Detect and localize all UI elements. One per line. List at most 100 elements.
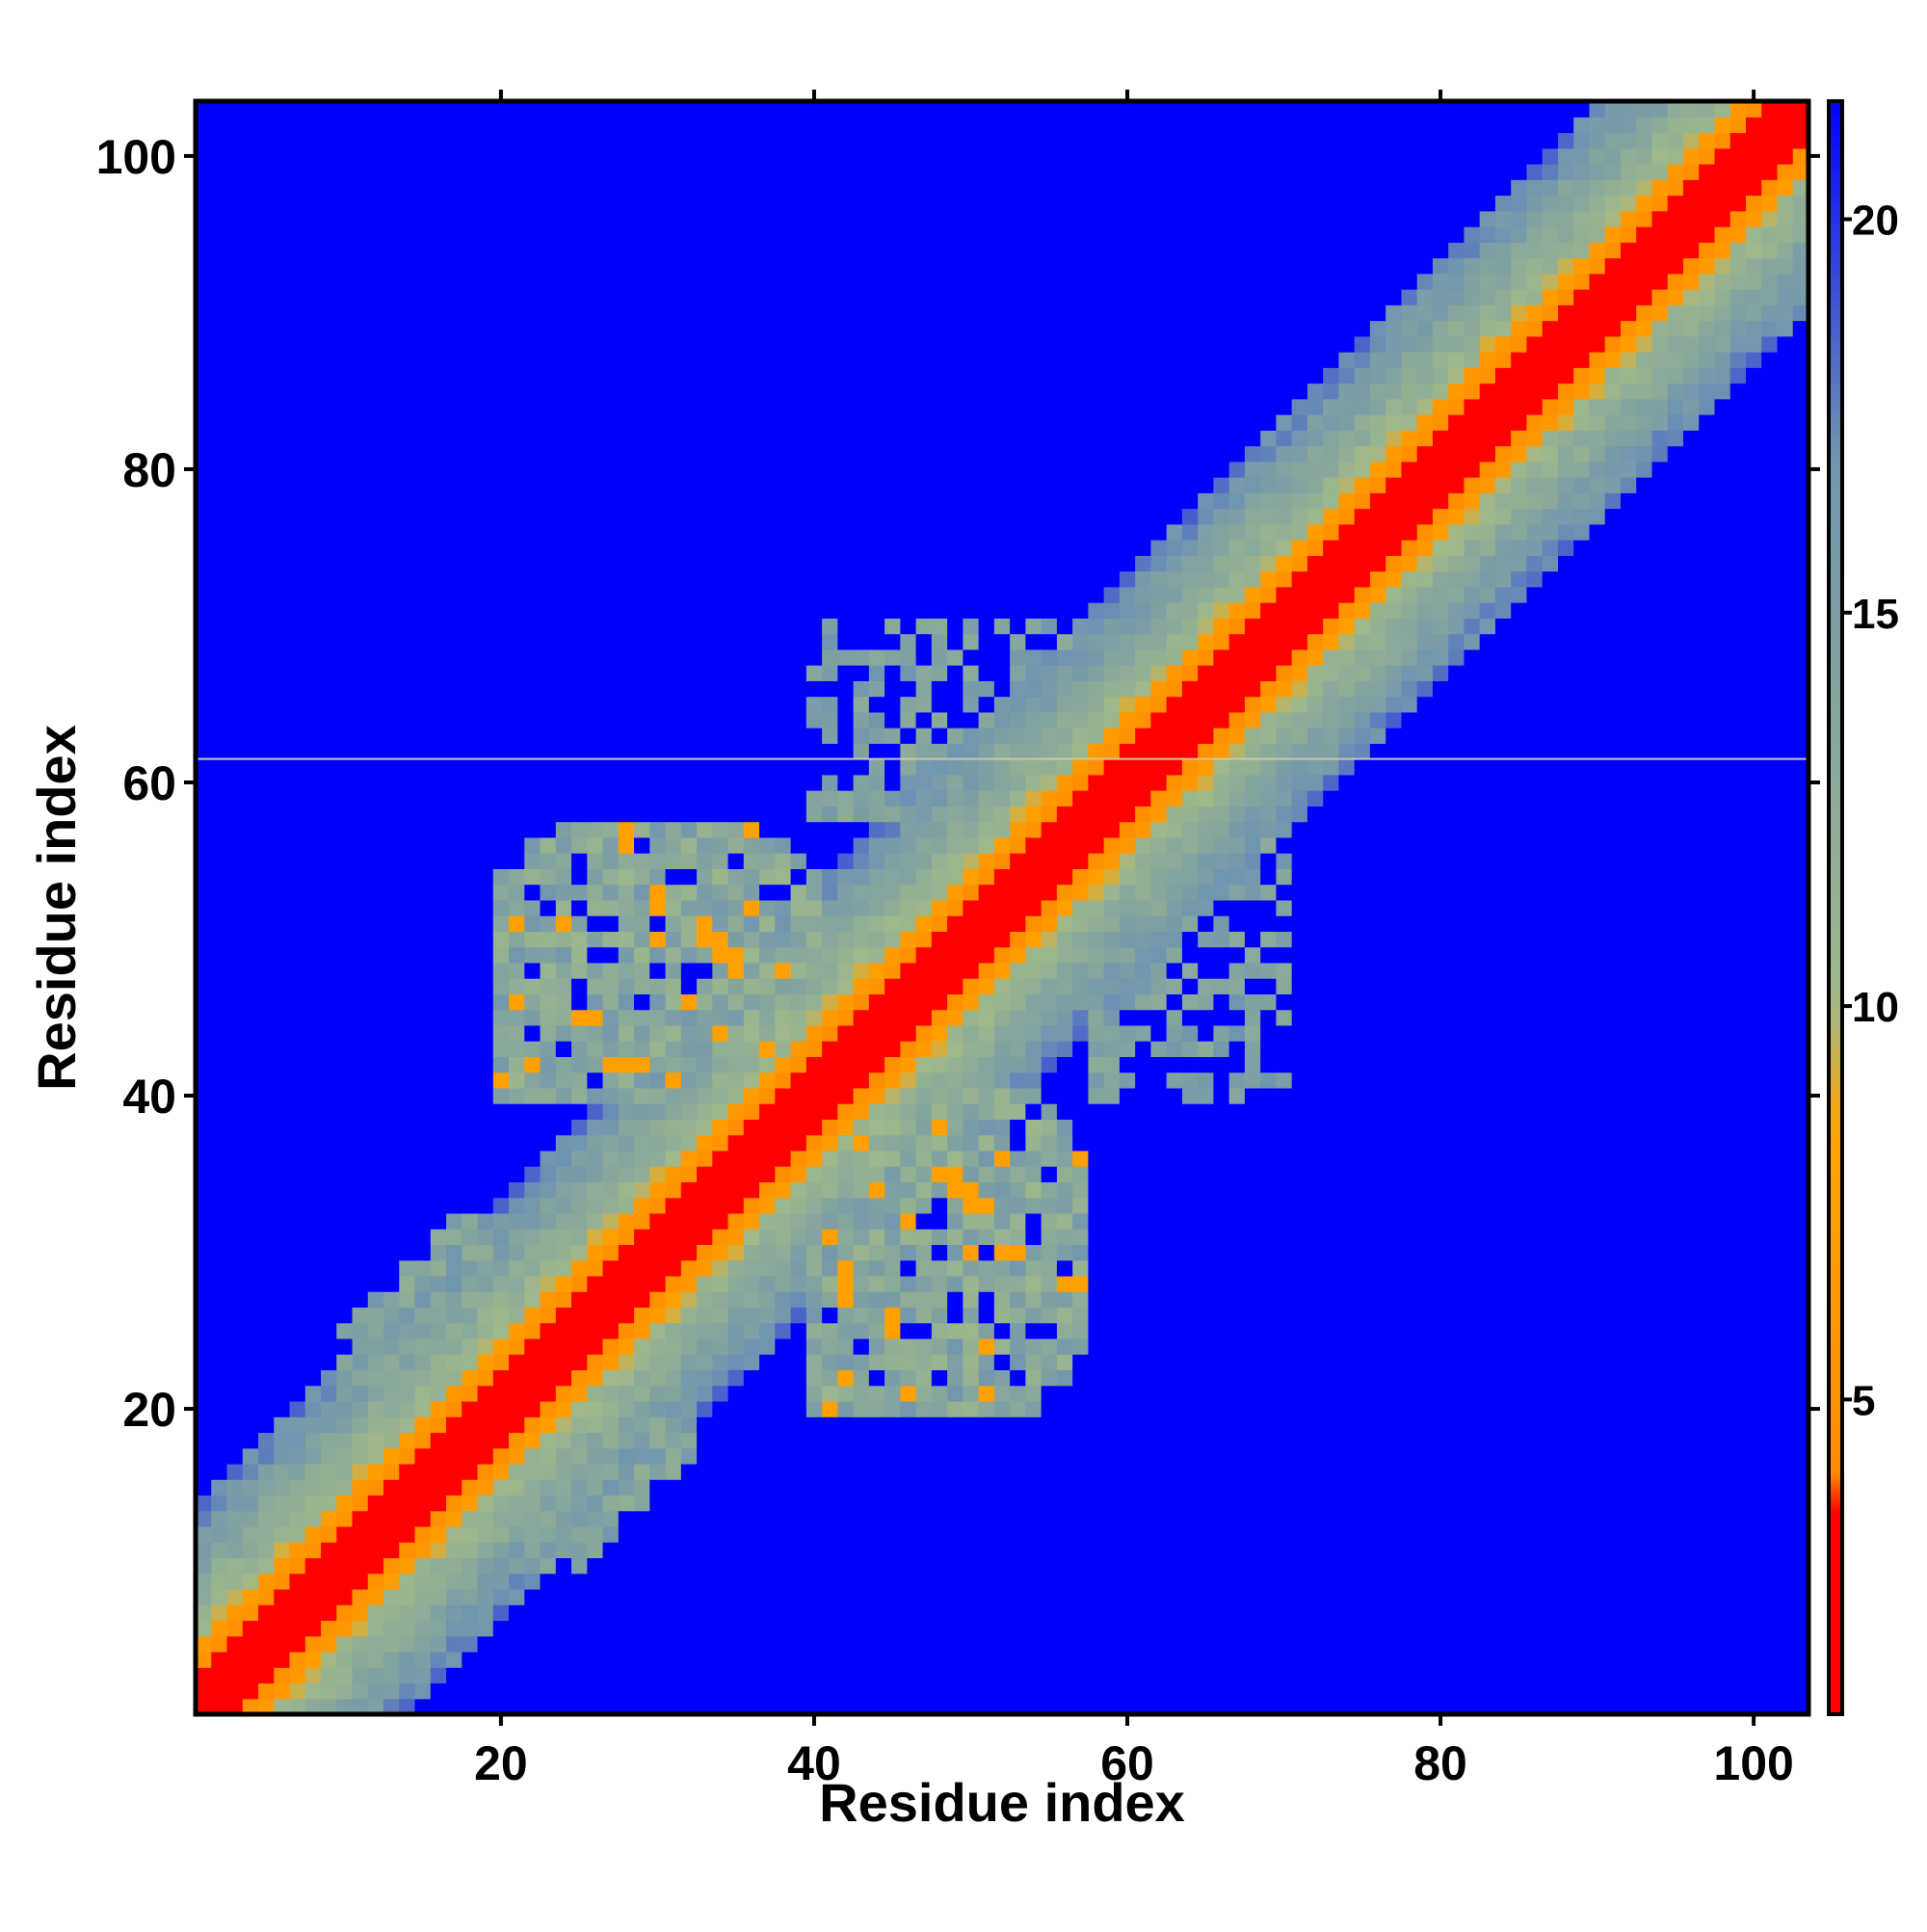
heatmap-cell — [916, 743, 933, 759]
heatmap-cell — [775, 885, 791, 901]
heatmap-cell — [900, 1041, 916, 1057]
heatmap-cell — [368, 414, 384, 431]
heatmap-cell — [571, 571, 588, 588]
heatmap-cell — [649, 759, 666, 776]
heatmap-cell — [556, 352, 572, 368]
heatmap-cell — [415, 1056, 432, 1072]
heatmap-cell — [509, 164, 525, 180]
heatmap-cell — [744, 1636, 760, 1653]
heatmap-cell — [822, 602, 838, 619]
heatmap-cell — [258, 524, 275, 541]
heatmap-cell — [321, 414, 337, 431]
heatmap-cell — [571, 304, 588, 321]
heatmap-cell — [634, 1181, 650, 1198]
heatmap-cell — [556, 1416, 572, 1433]
heatmap-cell — [666, 665, 682, 681]
heatmap-cell — [383, 274, 400, 290]
heatmap-cell — [258, 993, 275, 1010]
heatmap-cell — [666, 868, 682, 885]
heatmap-cell — [806, 634, 823, 650]
heatmap-cell — [368, 1151, 384, 1167]
heatmap-cell — [290, 524, 306, 541]
heatmap-cell — [806, 931, 823, 947]
heatmap-cell — [634, 1229, 650, 1245]
heatmap-cell — [211, 1056, 227, 1072]
heatmap-cell — [383, 446, 400, 463]
heatmap-cell — [854, 602, 870, 619]
heatmap-cell — [336, 602, 353, 619]
heatmap-cell — [806, 1103, 823, 1120]
heatmap-cell — [196, 1620, 212, 1636]
heatmap-cell — [478, 697, 494, 713]
heatmap-cell — [744, 1589, 760, 1605]
heatmap-cell — [368, 1354, 384, 1370]
heatmap-cell — [712, 1589, 728, 1605]
heatmap-cell — [666, 1244, 682, 1260]
heatmap-cell — [305, 712, 322, 728]
heatmap-cell — [759, 697, 776, 713]
heatmap-cell — [446, 1542, 462, 1558]
heatmap-cell — [383, 1683, 400, 1700]
heatmap-cell — [493, 1636, 510, 1653]
heatmap-cell — [211, 1636, 227, 1653]
heatmap-cell — [524, 1479, 541, 1495]
heatmap-cell — [227, 430, 244, 446]
heatmap-cell — [353, 1276, 369, 1292]
heatmap-cell — [274, 477, 290, 493]
heatmap-cell — [681, 1119, 698, 1135]
heatmap-cell — [368, 164, 384, 180]
heatmap-cell — [712, 978, 728, 994]
heatmap-cell — [697, 1229, 713, 1245]
heatmap-cell — [822, 1151, 838, 1167]
heatmap-cell — [524, 1198, 541, 1214]
heatmap-cell — [666, 274, 682, 290]
heatmap-cell — [619, 540, 635, 556]
heatmap-cell — [728, 868, 745, 885]
heatmap-cell — [587, 1010, 603, 1026]
heatmap-cell — [258, 414, 275, 431]
heatmap-cell — [509, 1448, 525, 1465]
heatmap-cell — [196, 806, 212, 822]
heatmap-cell — [822, 712, 838, 728]
heatmap-cell — [900, 853, 916, 869]
heatmap-cell — [478, 446, 494, 463]
heatmap-cell — [321, 1135, 337, 1151]
heatmap-cell — [712, 367, 728, 384]
heatmap-cell — [712, 1479, 728, 1495]
heatmap-cell — [744, 790, 760, 807]
heatmap-cell — [509, 571, 525, 588]
heatmap-cell — [336, 1464, 353, 1480]
heatmap-cell — [634, 712, 650, 728]
heatmap-cell — [744, 978, 760, 994]
heatmap-cell — [837, 1166, 854, 1182]
heatmap-cell — [666, 367, 682, 384]
heatmap-cell — [446, 1495, 462, 1511]
heatmap-cell — [493, 367, 510, 384]
heatmap-cell — [712, 430, 728, 446]
heatmap-cell — [556, 399, 572, 415]
heatmap-cell — [619, 1557, 635, 1574]
heatmap-cell — [916, 759, 933, 776]
heatmap-cell — [415, 1307, 432, 1323]
heatmap-cell — [932, 211, 948, 227]
heatmap-cell — [383, 133, 400, 149]
heatmap-cell — [399, 1683, 415, 1700]
heatmap-cell — [493, 680, 510, 697]
heatmap-cell — [822, 148, 838, 165]
heatmap-cell — [196, 1354, 212, 1370]
heatmap-cell — [446, 1683, 462, 1700]
heatmap-cell — [712, 274, 728, 290]
heatmap-cell — [336, 540, 353, 556]
heatmap-cell — [822, 618, 838, 634]
heatmap-cell — [227, 1198, 244, 1214]
heatmap-cell — [775, 712, 791, 728]
heatmap-cell — [415, 1636, 432, 1653]
heatmap-cell — [759, 399, 776, 415]
heatmap-cell — [571, 1636, 588, 1653]
heatmap-cell — [415, 900, 432, 916]
heatmap-cell — [243, 274, 259, 290]
heatmap-cell — [493, 101, 510, 118]
heatmap-cell — [649, 1323, 666, 1339]
heatmap-cell — [258, 1025, 275, 1042]
heatmap-cell — [884, 712, 901, 728]
